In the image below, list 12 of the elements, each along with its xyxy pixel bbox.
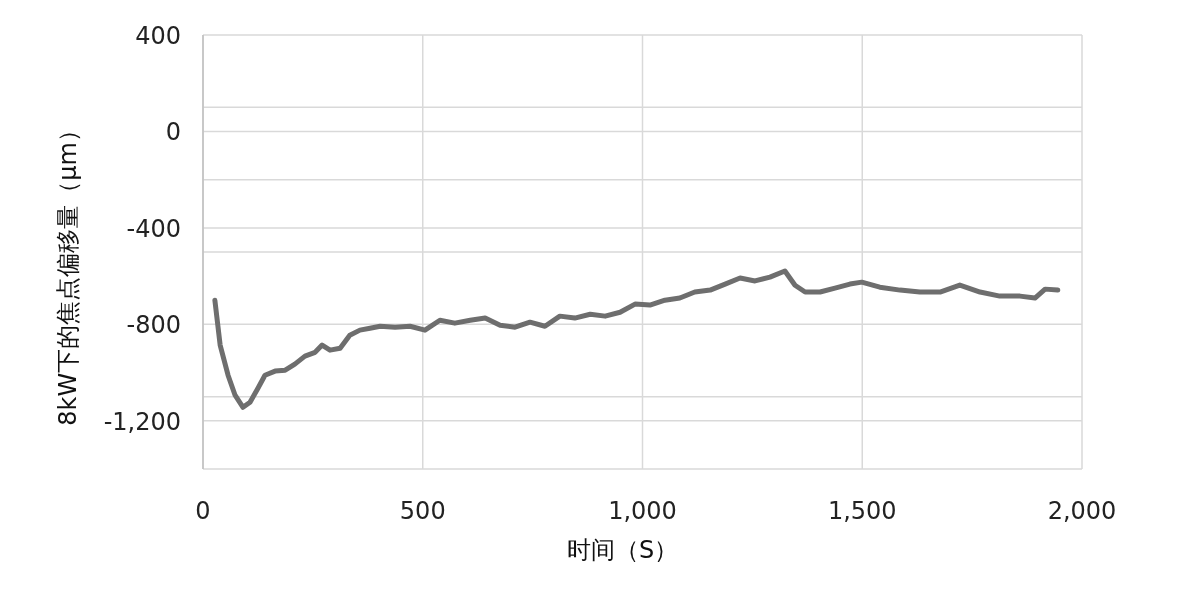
y-tick-label: 400 bbox=[135, 22, 181, 50]
x-tick-label: 1,500 bbox=[827, 497, 897, 525]
y-tick-label: -1,200 bbox=[103, 407, 181, 436]
y-tick-label: 0 bbox=[165, 118, 181, 147]
x-tick-label: 1,000 bbox=[608, 497, 677, 525]
x-tick-label: 2,000 bbox=[1047, 497, 1117, 525]
y-tick-label: -800 bbox=[126, 311, 181, 340]
x-tick-label: 500 bbox=[399, 497, 446, 525]
y-tick-label: -400 bbox=[126, 214, 181, 243]
y-axis-title: 8kW下的焦点偏移量（μm） bbox=[54, 118, 82, 426]
x-tick-label: 0 bbox=[195, 497, 211, 525]
x-axis-title: 时间（S） bbox=[566, 536, 679, 564]
